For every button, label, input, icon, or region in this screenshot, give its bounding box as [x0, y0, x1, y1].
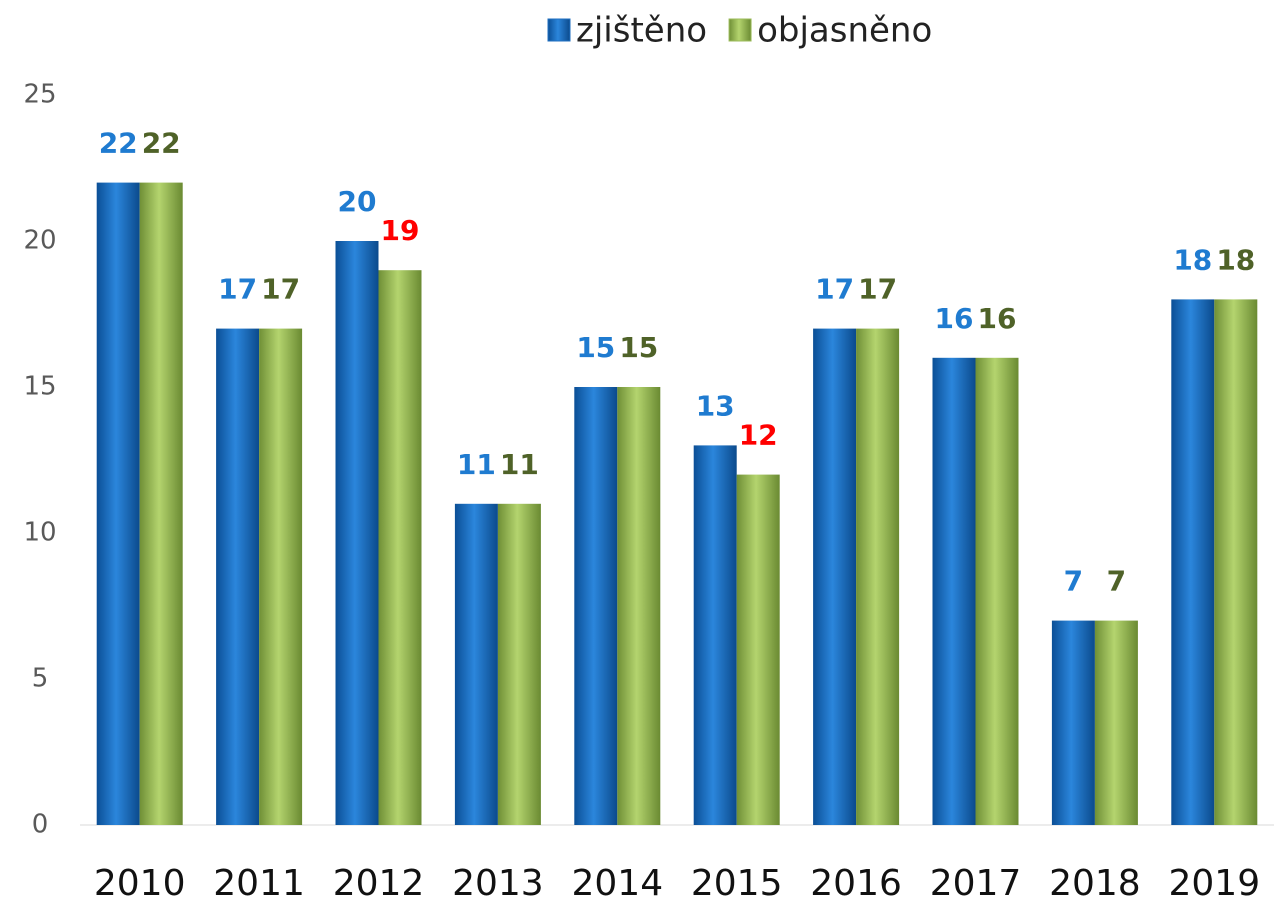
value-label: 12	[739, 419, 778, 452]
x-tick-label: 2015	[691, 863, 783, 904]
bar	[259, 328, 303, 825]
bar	[856, 328, 900, 825]
y-tick-label: 10	[23, 518, 56, 548]
x-tick-label: 2018	[1049, 863, 1141, 904]
legend-label: objasněno	[757, 11, 932, 51]
value-label: 22	[99, 127, 138, 160]
bar	[975, 357, 1019, 825]
value-label: 15	[619, 331, 658, 364]
bar	[693, 445, 737, 825]
bar	[1051, 620, 1095, 825]
y-tick-label: 5	[32, 664, 49, 694]
value-label: 7	[1064, 565, 1083, 598]
y-tick-label: 20	[23, 226, 56, 256]
y-tick-label: 25	[23, 80, 56, 110]
value-label: 18	[1173, 243, 1212, 276]
bar	[96, 182, 140, 826]
x-tick-label: 2010	[94, 863, 186, 904]
x-tick-label: 2013	[452, 863, 544, 904]
value-label: 18	[1216, 243, 1255, 276]
bar	[378, 270, 422, 825]
x-tick-label: 2019	[1168, 863, 1260, 904]
bar	[335, 241, 379, 825]
value-label: 17	[815, 273, 854, 306]
x-tick-label: 2014	[571, 863, 663, 904]
bar	[497, 503, 541, 825]
bar	[617, 387, 661, 825]
value-label: 17	[218, 273, 257, 306]
bar	[574, 387, 618, 825]
value-label: 17	[261, 273, 300, 306]
y-tick-label: 15	[23, 372, 56, 402]
x-tick-label: 2017	[930, 863, 1022, 904]
bar	[932, 357, 976, 825]
legend-label: zjištěno	[576, 11, 707, 51]
value-label: 13	[696, 389, 735, 422]
value-label: 7	[1107, 565, 1126, 598]
value-label: 15	[576, 331, 615, 364]
bar	[216, 328, 260, 825]
value-label: 20	[338, 185, 377, 218]
value-label: 19	[381, 214, 420, 247]
x-tick-label: 2011	[213, 863, 305, 904]
bar	[139, 182, 183, 826]
value-label: 16	[935, 302, 974, 335]
y-tick-label: 0	[32, 810, 49, 840]
value-label: 11	[457, 448, 496, 481]
bar	[1094, 620, 1138, 825]
bar	[813, 328, 857, 825]
bar	[1171, 299, 1215, 825]
value-label: 17	[858, 273, 897, 306]
legend-swatch	[728, 18, 752, 42]
value-label: 11	[500, 448, 539, 481]
bar	[736, 474, 780, 825]
value-label: 22	[142, 127, 181, 160]
x-tick-label: 2016	[810, 863, 902, 904]
bar	[454, 503, 498, 825]
bar	[1214, 299, 1258, 825]
legend-swatch	[547, 18, 571, 42]
x-tick-label: 2012	[333, 863, 425, 904]
value-label: 16	[978, 302, 1017, 335]
